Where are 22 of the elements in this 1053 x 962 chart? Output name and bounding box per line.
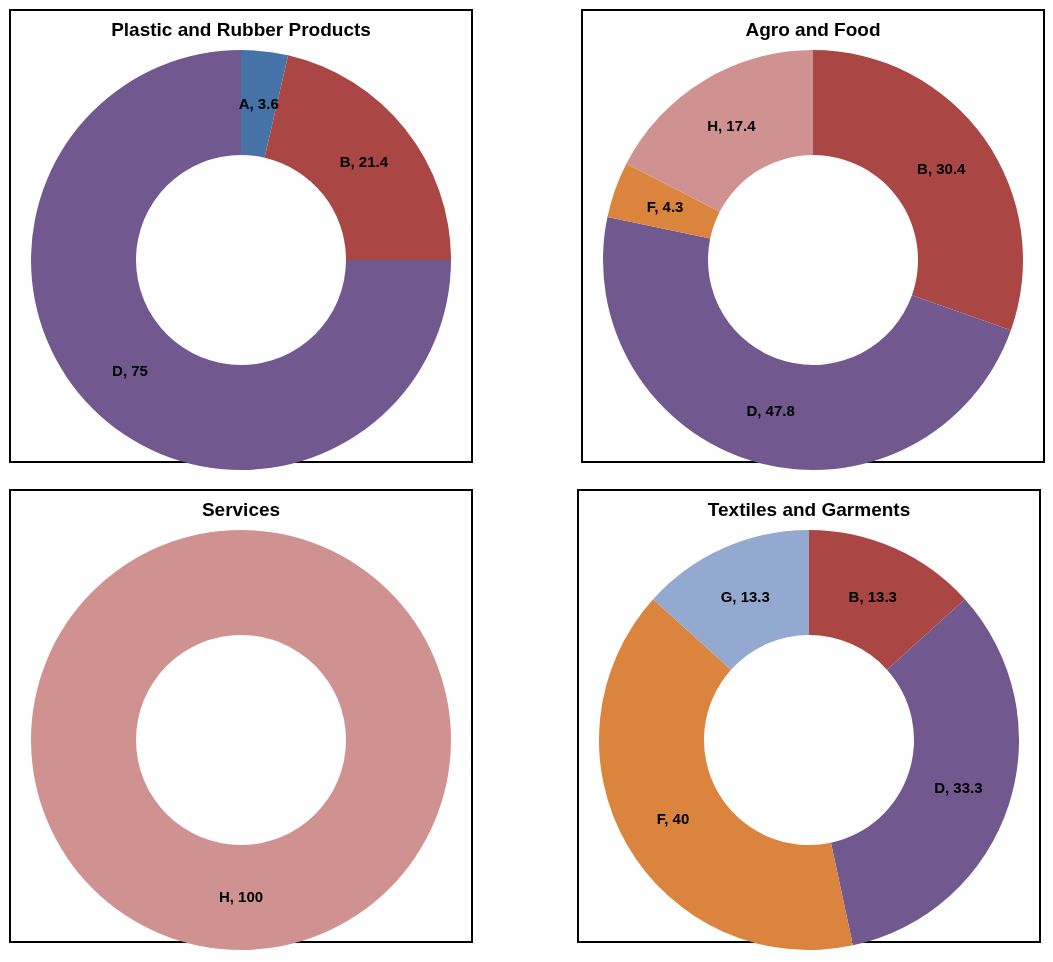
donut-slice — [607, 163, 720, 239]
slice-label: B, 30.4 — [917, 160, 967, 178]
slice-label: B, 21.4 — [339, 153, 389, 171]
slice-label: D, 75 — [112, 362, 148, 380]
slice-label: H, 100 — [218, 888, 264, 905]
chart-title: Plastic and Rubber Products — [111, 19, 371, 40]
chart-title: Agro and Food — [745, 19, 881, 40]
chart-title: Services — [201, 499, 281, 520]
slice-label: F, 4.3 — [646, 198, 684, 216]
donut-slice — [813, 50, 1023, 331]
slice-label: F, 40 — [656, 809, 690, 827]
donut-slice — [653, 530, 809, 670]
slice-label: D, 33.3 — [934, 779, 983, 797]
donut-slice — [31, 50, 451, 470]
slice-label: G, 13.3 — [720, 587, 770, 605]
donut-slice — [241, 50, 289, 158]
slice-label: D, 47.8 — [746, 402, 795, 420]
slice-label: H, 17.4 — [707, 116, 757, 134]
donut-slice — [809, 530, 965, 670]
chart-title: Textiles and Garments — [707, 499, 911, 520]
donut-slice — [603, 217, 1011, 470]
slice-label: B, 13.3 — [848, 587, 897, 605]
